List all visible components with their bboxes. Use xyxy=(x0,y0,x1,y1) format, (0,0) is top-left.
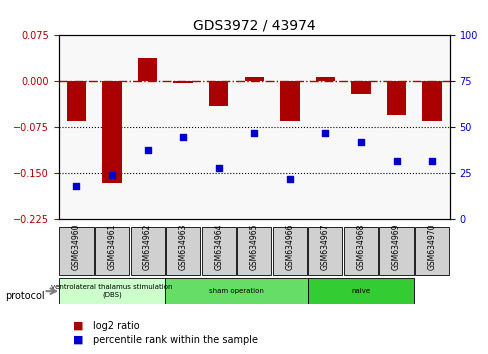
Bar xyxy=(138,58,157,81)
Text: ventrolateral thalamus stimulation
(DBS): ventrolateral thalamus stimulation (DBS) xyxy=(51,284,172,298)
Text: GSM634964: GSM634964 xyxy=(214,223,223,270)
Text: GSM634961: GSM634961 xyxy=(107,223,116,270)
Bar xyxy=(350,81,370,94)
Text: GSM634968: GSM634968 xyxy=(356,223,365,270)
Point xyxy=(72,183,80,189)
Text: GSM634963: GSM634963 xyxy=(178,223,187,270)
Point xyxy=(214,165,222,171)
Text: GSM634969: GSM634969 xyxy=(391,223,400,270)
FancyBboxPatch shape xyxy=(165,278,307,304)
Point xyxy=(250,130,258,136)
FancyBboxPatch shape xyxy=(272,227,306,275)
Bar xyxy=(315,76,334,81)
FancyBboxPatch shape xyxy=(414,227,448,275)
Text: GSM634960: GSM634960 xyxy=(72,223,81,270)
Bar xyxy=(386,81,406,115)
FancyBboxPatch shape xyxy=(95,227,129,275)
FancyBboxPatch shape xyxy=(130,227,164,275)
Text: log2 ratio: log2 ratio xyxy=(93,321,139,331)
Bar xyxy=(173,81,193,82)
Point xyxy=(179,134,187,139)
Bar xyxy=(66,81,86,121)
FancyBboxPatch shape xyxy=(308,227,342,275)
FancyBboxPatch shape xyxy=(59,227,93,275)
Point xyxy=(285,176,293,182)
FancyBboxPatch shape xyxy=(59,278,165,304)
Point xyxy=(143,147,151,152)
Text: GSM634970: GSM634970 xyxy=(427,223,436,270)
Text: naive: naive xyxy=(351,288,370,294)
Text: ■: ■ xyxy=(73,335,83,345)
Point xyxy=(356,139,364,145)
Bar xyxy=(422,81,441,121)
FancyBboxPatch shape xyxy=(237,227,271,275)
Text: GSM634962: GSM634962 xyxy=(143,223,152,270)
Point xyxy=(321,130,328,136)
Point xyxy=(108,172,116,178)
Bar xyxy=(244,76,264,81)
Bar xyxy=(208,81,228,106)
FancyBboxPatch shape xyxy=(343,227,377,275)
Text: GSM634965: GSM634965 xyxy=(249,223,258,270)
Text: GSM634967: GSM634967 xyxy=(320,223,329,270)
FancyBboxPatch shape xyxy=(379,227,413,275)
Text: GSM634966: GSM634966 xyxy=(285,223,294,270)
FancyBboxPatch shape xyxy=(201,227,235,275)
Bar xyxy=(280,81,299,121)
FancyBboxPatch shape xyxy=(307,278,413,304)
Text: sham operation: sham operation xyxy=(209,288,264,294)
Text: ■: ■ xyxy=(73,321,83,331)
FancyBboxPatch shape xyxy=(166,227,200,275)
Point xyxy=(427,158,435,164)
Bar xyxy=(102,81,122,183)
Point xyxy=(392,158,400,164)
Title: GDS3972 / 43974: GDS3972 / 43974 xyxy=(193,19,315,33)
Text: protocol: protocol xyxy=(5,291,44,301)
Text: percentile rank within the sample: percentile rank within the sample xyxy=(93,335,257,345)
